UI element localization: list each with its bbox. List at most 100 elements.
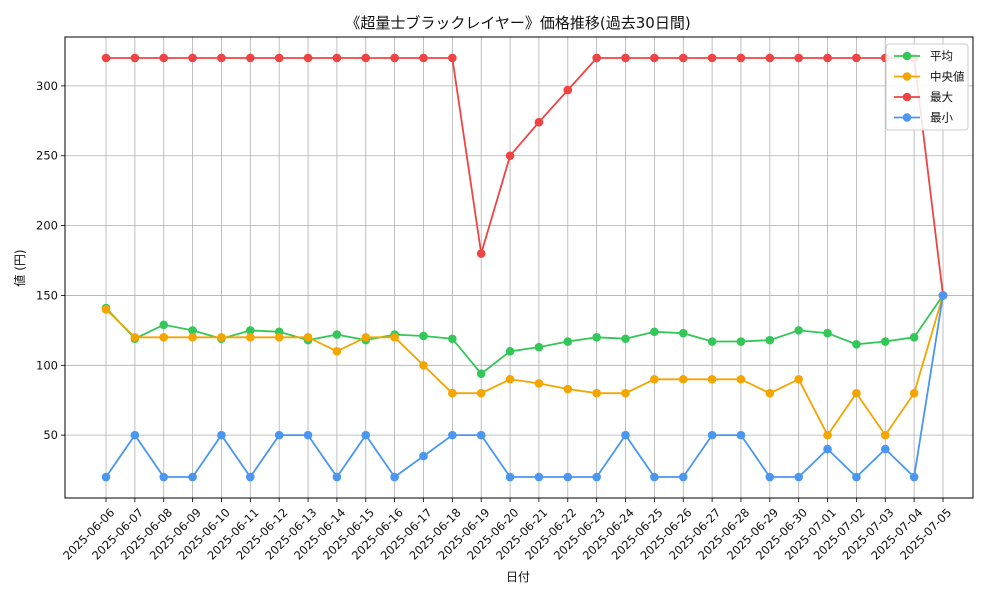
data-point bbox=[246, 326, 255, 335]
data-point bbox=[130, 333, 140, 342]
data-point bbox=[361, 333, 371, 342]
data-point bbox=[361, 430, 371, 440]
y-tick-label: 100 bbox=[36, 358, 58, 372]
data-point bbox=[678, 53, 688, 63]
data-point bbox=[736, 430, 746, 440]
data-point bbox=[563, 337, 573, 346]
data-point bbox=[563, 384, 573, 394]
data-point bbox=[159, 320, 169, 330]
data-point bbox=[736, 374, 746, 384]
data-point bbox=[217, 333, 226, 342]
data-point bbox=[678, 328, 688, 338]
series-line bbox=[105, 295, 944, 479]
data-point bbox=[621, 430, 630, 440]
data-point bbox=[448, 53, 457, 63]
data-point bbox=[246, 333, 255, 342]
data-point bbox=[101, 472, 111, 482]
series-line bbox=[105, 295, 944, 437]
data-point bbox=[563, 472, 573, 482]
data-point bbox=[217, 430, 226, 440]
y-axis-label: 値 (円) bbox=[12, 249, 27, 286]
data-point bbox=[650, 327, 659, 337]
data-point bbox=[765, 53, 775, 63]
data-point bbox=[592, 53, 601, 63]
plot-area-frame bbox=[64, 36, 974, 499]
data-point bbox=[419, 331, 428, 341]
y-tick-label: 200 bbox=[36, 219, 58, 233]
data-point bbox=[361, 53, 371, 63]
legend-marker bbox=[902, 113, 912, 122]
legend-label: 最小 bbox=[930, 111, 953, 125]
data-point bbox=[505, 374, 515, 384]
series-最小 bbox=[101, 291, 948, 482]
data-point bbox=[448, 430, 457, 440]
data-point bbox=[880, 337, 890, 346]
grid bbox=[65, 37, 973, 498]
data-point bbox=[476, 249, 486, 258]
data-point bbox=[130, 430, 140, 440]
data-point bbox=[765, 388, 775, 398]
data-point bbox=[794, 326, 803, 335]
data-point bbox=[217, 53, 226, 63]
data-point bbox=[621, 334, 630, 344]
data-point bbox=[159, 53, 169, 63]
data-point bbox=[246, 472, 255, 482]
data-point bbox=[303, 333, 313, 342]
data-point bbox=[534, 117, 544, 127]
data-point bbox=[390, 53, 399, 63]
data-point bbox=[765, 472, 775, 482]
data-point bbox=[909, 333, 919, 342]
data-point bbox=[130, 53, 140, 63]
data-point bbox=[765, 335, 775, 345]
series-layer bbox=[101, 53, 948, 482]
data-point bbox=[534, 472, 544, 482]
data-point bbox=[909, 388, 919, 398]
data-point bbox=[823, 328, 832, 338]
data-point bbox=[274, 430, 284, 440]
data-point bbox=[505, 472, 515, 482]
data-point bbox=[390, 472, 399, 482]
data-point bbox=[852, 340, 861, 349]
data-point bbox=[909, 472, 919, 482]
data-point bbox=[736, 53, 746, 63]
data-point bbox=[188, 333, 197, 342]
data-point bbox=[188, 472, 197, 482]
legend-box bbox=[885, 43, 969, 131]
data-point bbox=[159, 472, 169, 482]
y-tick-label: 150 bbox=[36, 288, 58, 302]
data-point bbox=[880, 444, 890, 454]
data-point bbox=[823, 53, 832, 63]
data-point bbox=[534, 342, 544, 352]
data-point bbox=[563, 85, 573, 95]
data-point bbox=[534, 379, 544, 388]
chart-title: 《超量士ブラックレイヤー》価格推移(過去30日間) bbox=[345, 14, 690, 32]
legend-label: 最大 bbox=[930, 90, 953, 104]
y-tick-labels: 50 100 150 200 250 300 bbox=[36, 79, 65, 442]
x-axis-label: 日付 bbox=[506, 570, 530, 584]
data-point bbox=[823, 444, 832, 454]
data-point bbox=[794, 472, 803, 482]
data-point bbox=[707, 337, 717, 346]
data-point bbox=[332, 472, 342, 482]
series-line bbox=[105, 294, 944, 375]
data-point bbox=[419, 451, 428, 461]
legend-marker bbox=[902, 92, 912, 102]
data-point bbox=[823, 430, 832, 440]
data-point bbox=[852, 388, 861, 398]
data-point bbox=[707, 374, 717, 384]
data-point bbox=[188, 326, 197, 335]
data-point bbox=[188, 53, 197, 63]
legend-marker bbox=[902, 51, 912, 61]
data-point bbox=[246, 53, 255, 63]
data-point bbox=[505, 151, 515, 161]
series-line bbox=[106, 57, 944, 296]
data-point bbox=[938, 291, 948, 300]
data-point bbox=[274, 53, 284, 63]
data-point bbox=[880, 430, 890, 440]
legend-label: 平均 bbox=[930, 49, 953, 63]
data-point bbox=[621, 53, 630, 63]
data-point bbox=[332, 330, 342, 339]
y-tick-label: 50 bbox=[43, 428, 58, 442]
data-point bbox=[650, 374, 659, 384]
